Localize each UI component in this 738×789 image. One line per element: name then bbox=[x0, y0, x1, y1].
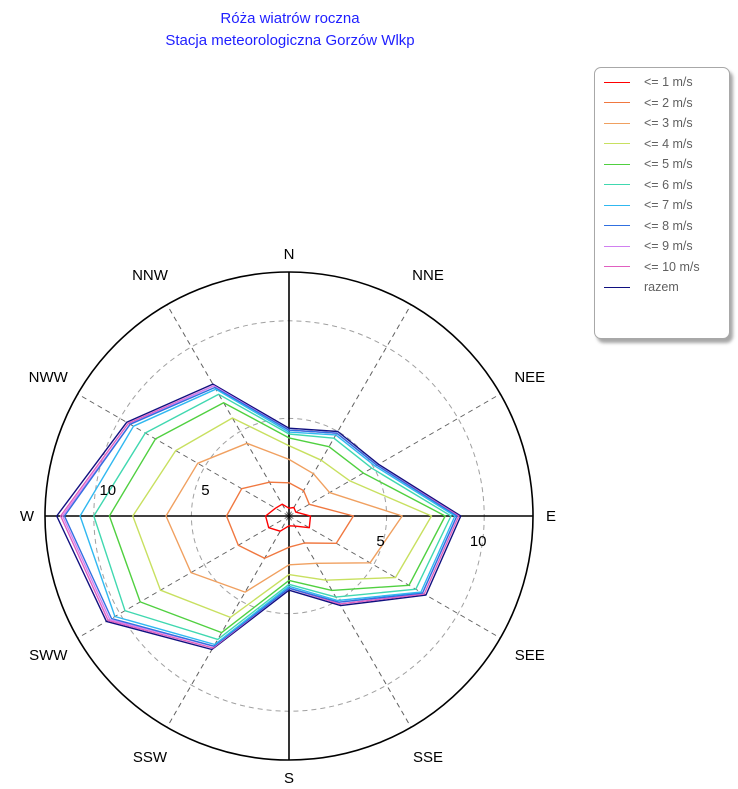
legend-label: <= 7 m/s bbox=[644, 198, 693, 213]
legend-label: <= 3 m/s bbox=[644, 116, 693, 131]
series-line bbox=[63, 386, 458, 647]
direction-label: E bbox=[546, 508, 556, 525]
legend-swatch bbox=[604, 184, 630, 186]
series-line bbox=[165, 442, 403, 593]
direction-label: NEE bbox=[514, 369, 545, 386]
chart-title: Róża wiatrów roczna bbox=[220, 10, 360, 27]
legend-label: <= 1 m/s bbox=[644, 75, 693, 90]
legend-label: <= 4 m/s bbox=[644, 136, 693, 151]
legend-item: <= 2 m/s bbox=[595, 93, 729, 114]
legend-swatch bbox=[604, 245, 630, 247]
legend-item: <= 4 m/s bbox=[595, 134, 729, 155]
grid-spoke bbox=[166, 304, 290, 517]
direction-label: N bbox=[284, 246, 295, 263]
direction-label: NNE bbox=[412, 267, 444, 284]
legend-item: razem bbox=[595, 277, 729, 298]
legend-swatch bbox=[604, 143, 630, 145]
legend-swatch bbox=[604, 102, 630, 104]
legend-item: <= 1 m/s bbox=[595, 72, 729, 93]
legend-swatch bbox=[604, 204, 630, 206]
grid-spoke bbox=[166, 515, 290, 728]
grid-spoke bbox=[288, 393, 501, 517]
r-tick-label: 10 bbox=[99, 482, 116, 499]
r-tick-label: 10 bbox=[470, 533, 487, 550]
series-line bbox=[93, 393, 452, 641]
direction-label: SEE bbox=[515, 647, 545, 664]
legend-label: <= 5 m/s bbox=[644, 157, 693, 172]
series-line bbox=[132, 417, 433, 619]
legend-item: <= 9 m/s bbox=[595, 236, 729, 257]
direction-label: W bbox=[20, 508, 35, 525]
legend-swatch bbox=[604, 81, 630, 83]
legend-swatch bbox=[604, 286, 630, 288]
legend-swatch bbox=[604, 266, 630, 268]
direction-label: SSW bbox=[133, 749, 168, 766]
legend-label: razem bbox=[644, 280, 679, 295]
legend-label: <= 9 m/s bbox=[644, 239, 693, 254]
legend-label: <= 10 m/s bbox=[644, 259, 700, 274]
chart-legend: <= 1 m/s <= 2 m/s <= 3 m/s <= 4 m/s <= 5 m/s… bbox=[594, 67, 730, 339]
chart-subtitle: Stacja meteorologiczna Gorzów Wlkp bbox=[165, 32, 415, 49]
legend-swatch bbox=[604, 225, 630, 227]
direction-label: SWW bbox=[29, 647, 68, 664]
direction-label: NWW bbox=[29, 369, 69, 386]
legend-label: <= 6 m/s bbox=[644, 177, 693, 192]
series-line bbox=[79, 388, 456, 646]
outer-circle bbox=[44, 271, 534, 761]
legend-item: <= 5 m/s bbox=[595, 154, 729, 175]
legend-label: <= 8 m/s bbox=[644, 218, 693, 233]
legend-swatch bbox=[604, 163, 630, 165]
grid-spoke bbox=[288, 304, 412, 517]
direction-label: S bbox=[284, 770, 294, 787]
grid-spoke bbox=[77, 393, 290, 517]
r-tick-label: 5 bbox=[376, 533, 384, 550]
legend-label: <= 2 m/s bbox=[644, 95, 693, 110]
legend-item: <= 8 m/s bbox=[595, 216, 729, 237]
series-line bbox=[56, 383, 462, 651]
legend-item: <= 3 m/s bbox=[595, 113, 729, 134]
series-line bbox=[225, 481, 355, 559]
legend-item: <= 6 m/s bbox=[595, 175, 729, 196]
legend-item: <= 7 m/s bbox=[595, 195, 729, 216]
grid-spoke bbox=[77, 515, 290, 639]
grid-spoke bbox=[288, 515, 412, 728]
series-line bbox=[264, 503, 312, 532]
legend-swatch bbox=[604, 122, 630, 124]
direction-label: NNW bbox=[132, 267, 169, 284]
r-tick-label: 5 bbox=[201, 482, 209, 499]
series-line bbox=[108, 402, 446, 634]
direction-label: SSE bbox=[413, 749, 443, 766]
legend-item: <= 10 m/s bbox=[595, 257, 729, 278]
